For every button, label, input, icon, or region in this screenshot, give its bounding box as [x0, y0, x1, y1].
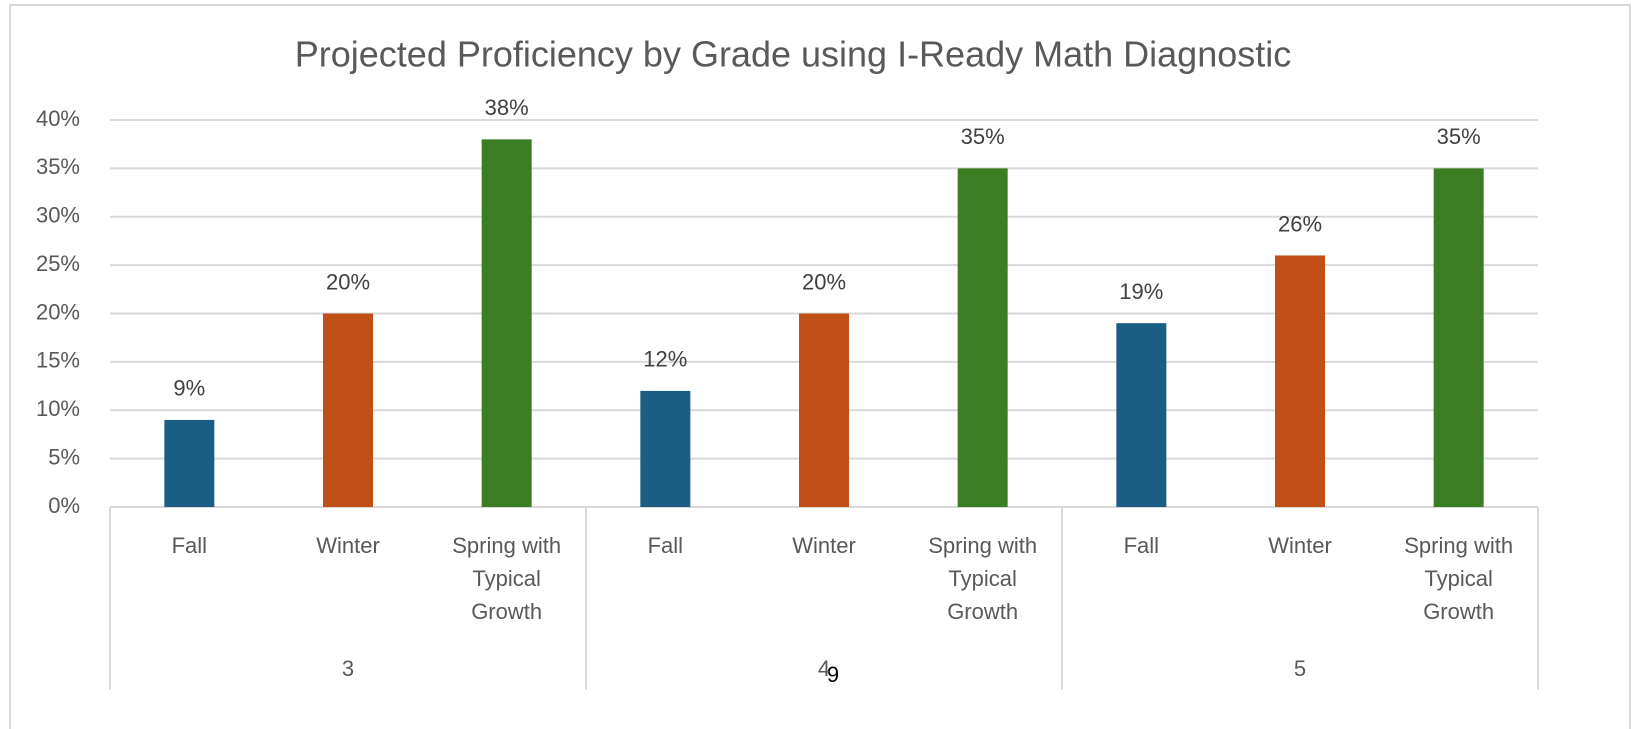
data-label: 38%: [485, 95, 529, 120]
y-tick-label: 0%: [48, 493, 80, 518]
x-tick-label: Spring with Typical Growth: [928, 533, 1038, 624]
chart-title: Projected Proficiency by Grade using I-R…: [295, 34, 1291, 75]
group-label: 5: [1293, 656, 1307, 681]
group-label: 3: [341, 656, 355, 681]
y-tick-label: 30%: [36, 203, 80, 228]
data-label: 20%: [326, 269, 370, 294]
data-label: 9%: [173, 376, 205, 401]
bar: [640, 390, 691, 507]
x-tick-label: Spring with Typical Growth: [1404, 533, 1514, 624]
data-label: 20%: [802, 269, 846, 294]
x-tick-label: Winter: [1268, 533, 1332, 558]
y-tick-label: 10%: [36, 396, 80, 421]
x-tick-label: Fall: [1123, 533, 1160, 558]
data-label: 12%: [643, 347, 687, 372]
x-tick-label: Winter: [316, 533, 380, 558]
bar: [481, 139, 532, 507]
x-tick-label: Fall: [171, 533, 208, 558]
x-tick-label: Spring with Typical Growth: [452, 533, 562, 624]
group-label: 4: [817, 656, 831, 681]
y-tick-label: 25%: [36, 251, 80, 276]
page-number: 9: [827, 662, 839, 687]
data-label: 19%: [1119, 279, 1163, 304]
data-label: 35%: [1437, 124, 1481, 149]
x-tick-label: Winter: [792, 533, 856, 558]
y-tick-label: 40%: [36, 106, 80, 131]
bar: [1116, 323, 1167, 507]
bar: [323, 313, 373, 507]
x-tick-label: Fall: [647, 533, 684, 558]
bar: [1275, 255, 1325, 507]
data-label: 26%: [1278, 211, 1322, 236]
data-label: 35%: [961, 124, 1005, 149]
y-tick-label: 20%: [36, 299, 80, 324]
bar: [164, 419, 215, 507]
y-tick-label: 35%: [36, 154, 80, 179]
y-tick-label: 5%: [48, 444, 80, 469]
y-tick-label: 15%: [36, 348, 80, 373]
bar: [1433, 168, 1484, 507]
bar: [799, 313, 849, 507]
bar: [957, 168, 1008, 507]
